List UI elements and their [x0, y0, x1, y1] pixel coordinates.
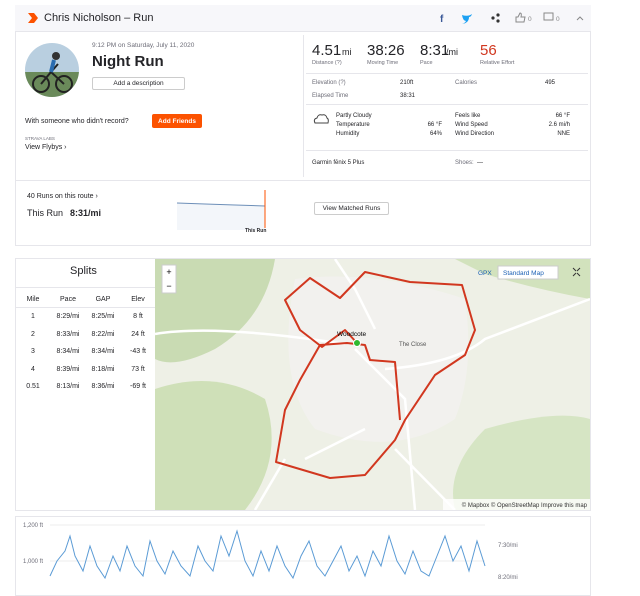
- kudos-count: 0: [528, 16, 532, 23]
- splits-cell: 8:33/mi: [56, 330, 80, 338]
- splits-header: Mile: [26, 296, 40, 303]
- detail-value: 38:31: [400, 93, 416, 99]
- splits-header: Elev: [131, 296, 145, 303]
- splits-cell: -43 ft: [130, 348, 146, 355]
- activity-datetime: 9:12 PM on Saturday, July 11, 2020: [92, 42, 195, 49]
- splits-cell: 8:22/mi: [91, 330, 115, 338]
- labs-label: STRAVA LABS: [25, 136, 55, 141]
- splits-header: GAP: [95, 296, 111, 303]
- splits-cell: 2: [31, 330, 35, 338]
- splits-cell: 8:34/mi: [56, 348, 80, 355]
- zoom-in[interactable]: +: [166, 267, 171, 277]
- stat-label: Relative Effort: [480, 60, 515, 66]
- this-run-pace: 8:31/mi: [70, 208, 102, 218]
- weather-value: 66 °F: [555, 113, 570, 119]
- axis-label: 8:20/mi: [498, 575, 518, 581]
- shoes-value: —: [477, 160, 483, 166]
- sport-icon: [28, 13, 38, 23]
- splits-cell: 8:29/mi: [56, 313, 80, 320]
- device: Garmin fēnix 5 Plus: [312, 160, 365, 166]
- detail-value: 495: [545, 80, 556, 86]
- place-label: Woodcote: [337, 331, 367, 338]
- comment-count: 0: [556, 16, 560, 23]
- stat-label: Distance (?): [312, 60, 342, 66]
- weather-value: 2.6 mi/h: [548, 122, 570, 128]
- with-someone: With someone who didn't record?: [25, 118, 129, 125]
- splits-cell: 8:25/mi: [91, 313, 115, 320]
- splits-cell: 4: [31, 365, 35, 373]
- map[interactable]: + − GPX Standard Map Woodcote The Close …: [155, 259, 590, 510]
- axis-label: 1,000 ft: [23, 559, 43, 565]
- splits-cell: 8:13/mi: [56, 383, 80, 390]
- weather-label: Feels like: [455, 113, 481, 119]
- stat-value: 56: [480, 42, 497, 59]
- weather-condition: Partly Cloudy: [336, 113, 372, 119]
- splits-cell: 8:36/mi: [91, 383, 115, 390]
- detail-label: Elevation (?): [312, 80, 346, 86]
- divider: [306, 73, 588, 74]
- axis-label: 1,200 ft: [23, 523, 43, 529]
- weather-value: 64%: [429, 131, 442, 137]
- header-title: Chris Nicholson – Run: [44, 12, 154, 24]
- splits-cell: 73 ft: [131, 365, 145, 373]
- add-friends-button[interactable]: Add Friends: [152, 114, 202, 128]
- splits-cell: 24 ft: [131, 330, 145, 338]
- axis-label: 7:30/mi: [498, 543, 518, 549]
- weather-value: 66 °F: [427, 122, 442, 128]
- splits-cell: 1: [31, 313, 35, 320]
- weather-value: NNE: [557, 131, 570, 137]
- analysis-chart: 1,200 ft 1,000 ft 7:30/mi 8:20/mi: [23, 523, 518, 581]
- map-card: [15, 258, 591, 511]
- svg-text:f: f: [440, 14, 444, 25]
- this-run-marker: This Run: [245, 228, 267, 234]
- add-description-button[interactable]: Add a description: [92, 77, 185, 90]
- zoom-out[interactable]: −: [166, 281, 171, 291]
- splits-title: Splits: [70, 265, 97, 277]
- weather-label: Wind Direction: [455, 131, 495, 137]
- splits-cell: 8:34/mi: [91, 348, 115, 355]
- stat-unit: mi: [342, 47, 352, 57]
- divider: [15, 180, 591, 181]
- divider: [306, 150, 588, 151]
- this-run-label: This Run: [27, 208, 64, 218]
- map-attribution: © Mapbox © OpenStreetMap Improve this ma…: [462, 502, 588, 509]
- stat-unit: /mi: [446, 47, 458, 57]
- stat-label: Moving Time: [367, 60, 399, 66]
- avatar: [25, 43, 79, 97]
- splits-cell: 8 ft: [133, 313, 143, 320]
- splits-cell: 8:39/mi: [56, 365, 80, 373]
- splits-cell: 3: [31, 348, 35, 355]
- weather-label: Wind Speed: [455, 122, 488, 128]
- header-actions[interactable]: f 0 0: [432, 10, 592, 26]
- splits-cell: -69 ft: [130, 383, 146, 390]
- divider: [303, 35, 304, 177]
- weather-label: Humidity: [336, 131, 360, 137]
- route-chart: [176, 190, 266, 230]
- detail-label: Elapsed Time: [312, 93, 349, 99]
- shoes-label: Shoes:: [455, 160, 474, 166]
- stat-label: Pace: [420, 60, 433, 66]
- splits-cell: 0.51: [26, 383, 40, 390]
- stat-value: 4.51: [312, 42, 342, 59]
- view-flybys[interactable]: View Flybys ›: [25, 144, 67, 151]
- splits-cell: 8:18/mi: [91, 365, 115, 373]
- header-bar: [15, 5, 591, 32]
- route-runs[interactable]: 40 Runs on this route ›: [27, 193, 98, 200]
- divider: [16, 307, 155, 308]
- map-style[interactable]: Standard Map: [503, 270, 544, 277]
- divider: [16, 287, 155, 288]
- view-matched-runs[interactable]: View Matched Runs: [314, 202, 389, 215]
- activity-name: Night Run: [92, 53, 164, 70]
- gpx-link[interactable]: GPX: [478, 270, 492, 277]
- weather-label: Temperature: [336, 122, 370, 128]
- stat-value: 38:26: [367, 42, 405, 59]
- detail-label: Calories: [455, 80, 478, 86]
- weather-icon: [313, 114, 329, 124]
- place-label: The Close: [399, 342, 427, 348]
- splits-header: Pace: [60, 296, 76, 303]
- stat-value: 8:31: [420, 42, 450, 59]
- divider: [306, 104, 588, 105]
- detail-value: 210ft: [400, 80, 414, 86]
